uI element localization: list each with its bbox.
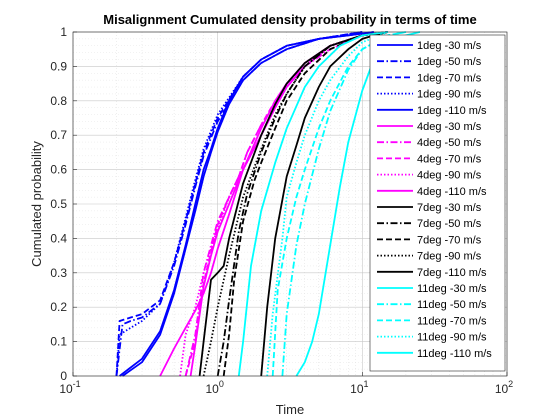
series-line bbox=[222, 31, 388, 377]
legend-entry: 11deg -30 m/s bbox=[417, 283, 487, 295]
legend-entry: 1deg -70 m/s bbox=[417, 72, 482, 84]
legend-entry: 4deg -70 m/s bbox=[417, 153, 482, 165]
legend-entry: 4deg -110 m/s bbox=[417, 186, 487, 198]
chart-title: Misalignment Cumulated density probabili… bbox=[103, 12, 476, 27]
x-tick-label: 101 bbox=[350, 379, 368, 396]
legend-entry: 11deg -110 m/s bbox=[417, 348, 492, 360]
y-tick-labels: 0 0.1 0.2 0.3 0.4 0.5 0.6 0.7 0.8 0.9 1 bbox=[50, 25, 67, 383]
legend: 1deg -30 m/s 1deg -50 m/s 1deg -70 m/s 1deg… bbox=[369, 34, 506, 372]
legend-entry: 7deg -50 m/s bbox=[417, 218, 482, 230]
x-tick-label: 102 bbox=[495, 379, 513, 396]
legend-entry: 7deg -110 m/s bbox=[417, 267, 487, 279]
legend-box bbox=[369, 34, 506, 372]
legend-entry: 11deg -70 m/s bbox=[417, 315, 487, 327]
legend-entry: 1deg -50 m/s bbox=[417, 56, 482, 68]
y-tick-label: 1 bbox=[60, 25, 67, 39]
y-tick-label: 0.5 bbox=[50, 197, 67, 211]
legend-entry: 4deg -30 m/s bbox=[417, 121, 482, 133]
x-tick-labels: 10-1 100 101 102 bbox=[59, 379, 513, 396]
y-tick-label: 0.9 bbox=[50, 59, 67, 73]
series-line bbox=[260, 31, 389, 377]
series-line bbox=[266, 31, 389, 377]
legend-entry: 7deg -90 m/s bbox=[417, 251, 482, 263]
series-line bbox=[115, 31, 363, 377]
y-axis-label: Cumulated probability bbox=[29, 141, 44, 267]
legend-entry: 4deg -50 m/s bbox=[417, 137, 482, 149]
y-tick-label: 0.8 bbox=[50, 94, 67, 108]
y-tick-label: 0.4 bbox=[50, 231, 67, 245]
x-tick-label: 10-1 bbox=[59, 379, 80, 396]
legend-entry: 1deg -30 m/s bbox=[417, 40, 482, 52]
y-tick-label: 0.7 bbox=[50, 128, 67, 142]
legend-entry: 4deg -90 m/s bbox=[417, 170, 482, 182]
legend-entry: 7deg -30 m/s bbox=[417, 202, 482, 214]
legend-entry: 7deg -70 m/s bbox=[417, 234, 482, 246]
legend-entry: 1deg -110 m/s bbox=[417, 105, 487, 117]
y-tick-label: 0.2 bbox=[50, 300, 67, 314]
y-tick-label: 0.1 bbox=[50, 335, 67, 349]
legend-entry: 11deg -50 m/s bbox=[417, 299, 487, 311]
series-line bbox=[216, 31, 388, 377]
legend-entry: 1deg -90 m/s bbox=[417, 89, 482, 101]
legend-entry: 11deg -90 m/s bbox=[417, 332, 487, 344]
series-line bbox=[121, 31, 374, 377]
y-tick-label: 0 bbox=[60, 369, 67, 383]
y-tick-label: 0.3 bbox=[50, 266, 67, 280]
y-tick-label: 0.6 bbox=[50, 163, 67, 177]
series-line bbox=[202, 31, 388, 377]
x-axis-label: Time bbox=[276, 402, 304, 417]
series-lines bbox=[115, 31, 421, 377]
series-line bbox=[237, 31, 388, 377]
x-tick-label: 100 bbox=[205, 379, 223, 396]
tick-marks bbox=[72, 31, 508, 377]
